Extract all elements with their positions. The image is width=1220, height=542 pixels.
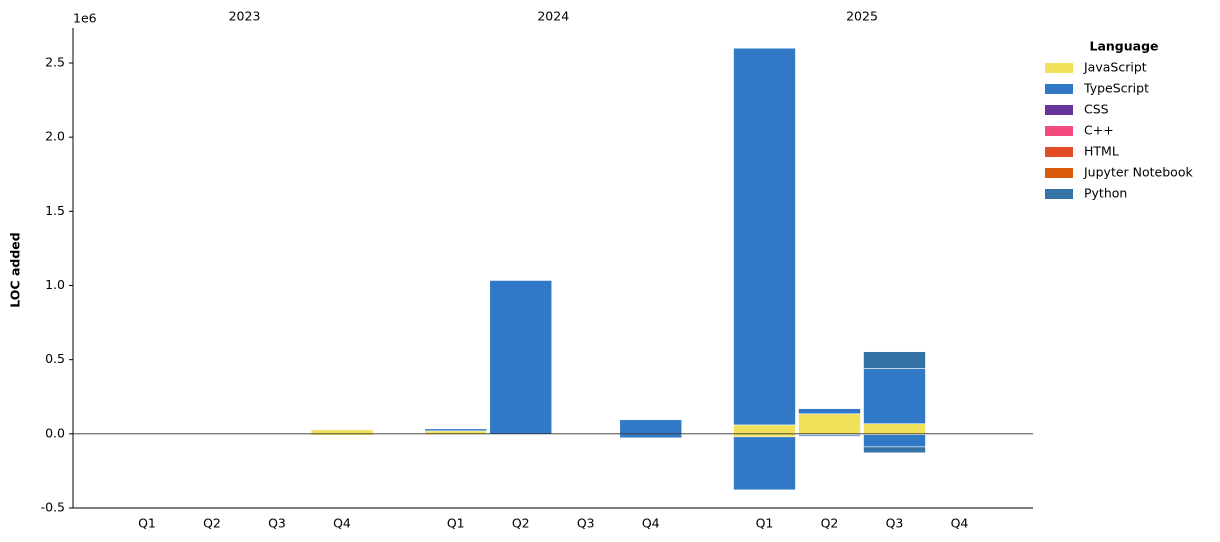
legend-swatch [1045, 63, 1073, 73]
x-tick-label: Q4 [333, 516, 351, 531]
bar-segment [798, 435, 861, 438]
x-tick-label: Q4 [951, 516, 969, 531]
y-axis-label: LOC added [8, 232, 23, 307]
x-tick-label: Q1 [138, 516, 156, 531]
bar-segment [733, 47, 796, 426]
bar-segment [863, 423, 926, 435]
legend-label: TypeScript [1083, 81, 1149, 96]
bar-segment [619, 419, 683, 435]
y-tick-label: 0.0 [45, 425, 65, 440]
bar-segment [733, 433, 796, 438]
offset-text: 1e6 [73, 11, 97, 26]
legend-swatch [1045, 126, 1073, 136]
legend-label: Jupyter Notebook [1083, 165, 1193, 180]
bar-segment [310, 429, 374, 435]
bar-segment [733, 436, 796, 491]
bar-segment [424, 428, 488, 432]
y-tick-label: -0.5 [41, 500, 65, 515]
y-tick-label: 1.5 [45, 203, 65, 218]
legend-swatch [1045, 168, 1073, 178]
legend-label: HTML [1084, 144, 1119, 159]
legend-title: Language [1089, 39, 1158, 54]
bar-segment [863, 351, 926, 369]
legend-label: C++ [1084, 123, 1114, 138]
bar-segment [424, 430, 488, 435]
legend-swatch [1045, 147, 1073, 157]
x-tick-label: Q3 [577, 516, 595, 531]
x-tick-label: Q1 [447, 516, 465, 531]
year-label: 2023 [229, 9, 261, 24]
year-label: 2025 [846, 9, 878, 24]
legend-label: Python [1084, 186, 1127, 201]
bar-segment [733, 424, 796, 435]
y-tick-label: 1.0 [45, 277, 65, 292]
legend-label: CSS [1084, 102, 1109, 117]
x-tick-label: Q2 [821, 516, 839, 531]
x-tick-label: Q3 [886, 516, 904, 531]
legend-swatch [1045, 84, 1073, 94]
bar-segment [863, 434, 926, 448]
bar-segment [798, 413, 861, 435]
legend-swatch [1045, 189, 1073, 199]
bar-segment [863, 368, 926, 425]
y-tick-label: 2.5 [45, 55, 65, 70]
year-label: 2024 [537, 9, 569, 24]
x-tick-label: Q2 [203, 516, 221, 531]
bar-segment [489, 280, 553, 435]
x-tick-label: Q2 [512, 516, 530, 531]
x-tick-label: Q3 [268, 516, 286, 531]
y-tick-label: 0.5 [45, 351, 65, 366]
x-tick-label: Q4 [642, 516, 660, 531]
bar-segment [619, 433, 683, 439]
x-tick-label: Q1 [756, 516, 774, 531]
legend-label: JavaScript [1083, 60, 1147, 75]
legend-swatch [1045, 105, 1073, 115]
y-tick-label: 2.0 [45, 129, 65, 144]
bar-segment [863, 446, 926, 454]
bar-segment [798, 408, 861, 415]
